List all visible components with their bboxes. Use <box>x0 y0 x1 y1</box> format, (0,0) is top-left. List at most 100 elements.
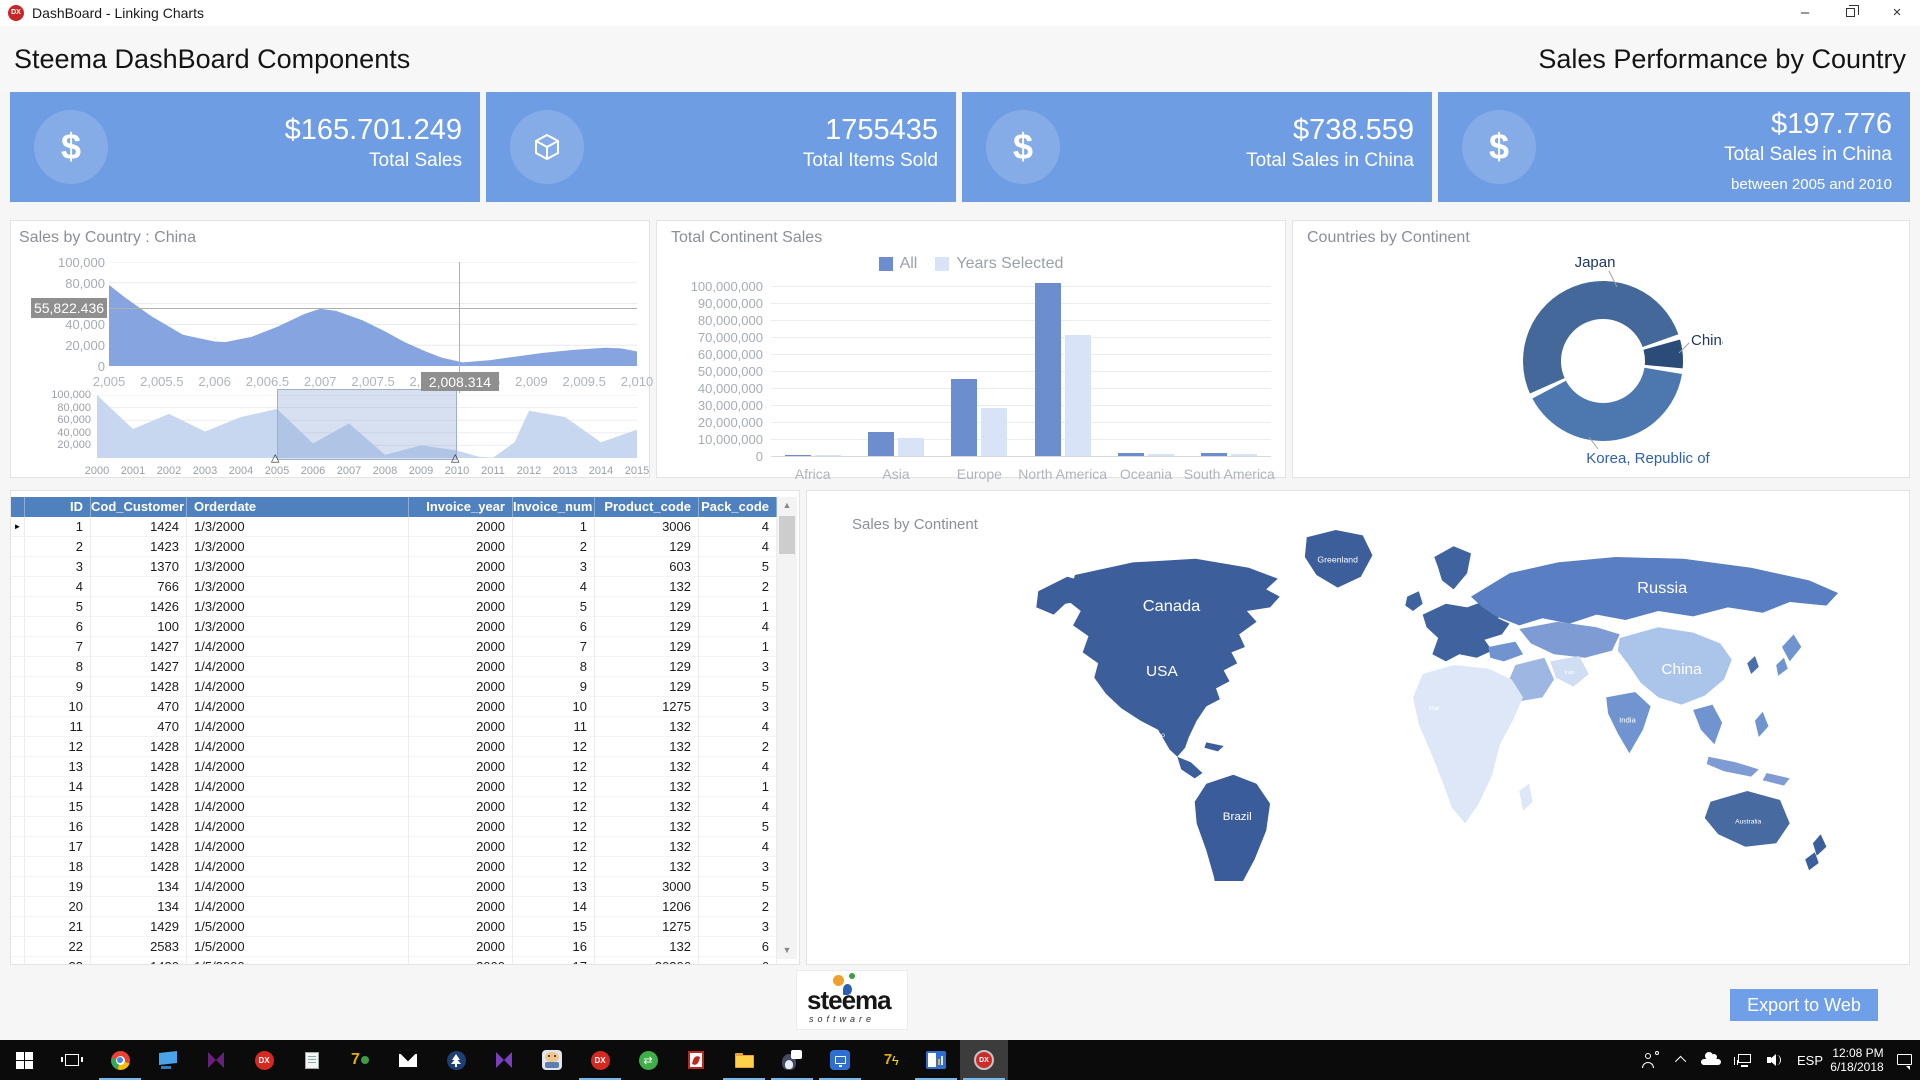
donut-chart[interactable]: Japan China Korea, Republic of <box>1483 241 1723 481</box>
grid-column-header-product_code[interactable]: Product_code <box>595 497 699 517</box>
grid-row-2[interactable]: 2 1423 1/3/2000 2000 2 129 4 <box>11 537 777 557</box>
map-region-eu[interactable] <box>1405 591 1423 611</box>
mail-button[interactable] <box>384 1040 432 1080</box>
grid-row-9[interactable]: 9 1428 1/4/2000 2000 9 129 5 <box>11 677 777 697</box>
task-view-button[interactable] <box>48 1040 96 1080</box>
report-app-button[interactable] <box>912 1040 960 1080</box>
map-region-gl[interactable] <box>1304 530 1373 588</box>
donut-slice-korea-republic-of[interactable] <box>1532 367 1682 441</box>
area-chart[interactable] <box>109 261 637 367</box>
map-region-na[interactable] <box>1177 756 1203 779</box>
grid-row-10[interactable]: 10 470 1/4/2000 2000 10 1275 3 <box>11 697 777 717</box>
map-region-af[interactable] <box>1519 783 1533 811</box>
bar-selected-Europe[interactable] <box>981 408 1008 456</box>
scroll-down-arrow[interactable]: ▼ <box>782 945 792 955</box>
map-region-casia[interactable] <box>1519 621 1620 658</box>
map-region-na[interactable] <box>1812 834 1827 856</box>
grid-column-header-invoice_num[interactable]: Invoice_num <box>513 497 595 517</box>
sync-app-button[interactable]: ⇄ <box>624 1040 672 1080</box>
map-region-in[interactable] <box>1782 634 1802 662</box>
donut-slice-japan[interactable] <box>1523 281 1679 394</box>
volume-tray-button[interactable] <box>1758 1040 1792 1080</box>
bar-all-Africa[interactable] <box>784 454 811 456</box>
panel-total-continent-sales[interactable]: Total Continent Sales All Years Selected… <box>656 220 1286 482</box>
grid-row-1[interactable]: ► 1 1424 1/3/2000 2000 1 3006 4 <box>11 517 777 537</box>
tray-expand-button[interactable] <box>1668 1040 1696 1080</box>
grid-row-19[interactable]: 19 134 1/4/2000 2000 13 3000 5 <box>11 877 777 897</box>
map-region-af[interactable] <box>1413 665 1524 824</box>
remote-app-button[interactable] <box>816 1040 864 1080</box>
bar-selected-South America[interactable] <box>1231 453 1258 456</box>
legend-item-all[interactable]: All <box>878 255 917 273</box>
selection-handle-right[interactable]: △ <box>451 452 460 464</box>
visual-studio-button[interactable] <box>192 1040 240 1080</box>
start-button[interactable] <box>0 1040 48 1080</box>
navigator-chart[interactable] <box>97 394 637 458</box>
world-map[interactable]: Canada USA Mexico Greenland Brazil Russia Chin… <box>1017 521 1867 881</box>
restore-button[interactable] <box>1828 0 1874 26</box>
notepad-button[interactable] <box>288 1040 336 1080</box>
bar-selected-North America[interactable] <box>1064 335 1091 456</box>
bar-all-Asia[interactable] <box>868 432 894 456</box>
sevenzip-button[interactable]: 7 <box>336 1040 384 1080</box>
zip-lightning-button[interactable]: 7 ϟ <box>864 1040 912 1080</box>
grid-row-12[interactable]: 12 1428 1/4/2000 2000 12 132 2 <box>11 737 777 757</box>
map-region-mideast[interactable] <box>1507 657 1555 701</box>
chrome-taskbar-button[interactable] <box>96 1040 144 1080</box>
pidgin-button[interactable] <box>768 1040 816 1080</box>
map-region-in[interactable] <box>1693 704 1723 745</box>
grid-row-7[interactable]: 7 1427 1/4/2000 2000 7 129 1 <box>11 637 777 657</box>
visual-studio-2017-button[interactable] <box>480 1040 528 1080</box>
map-region-ru[interactable] <box>1470 557 1839 626</box>
selection-handle-left[interactable]: △ <box>271 452 280 464</box>
bar-all-Europe[interactable] <box>951 378 978 456</box>
minimize-button[interactable]: – <box>1800 4 1810 21</box>
bar-selected-Africa[interactable] <box>814 455 841 456</box>
grid-column-header-pack_code[interactable]: Pack_code <box>699 497 777 517</box>
grid-column-header-id[interactable]: ID <box>25 497 91 517</box>
grid-column-header-orderdate[interactable]: Orderdate <box>187 497 409 517</box>
map-region-eu[interactable] <box>1434 546 1471 590</box>
map-region-in[interactable] <box>1776 657 1788 676</box>
map-region-cn[interactable] <box>1617 627 1732 705</box>
scroll-up-arrow[interactable]: ▲ <box>782 500 792 510</box>
grid-row-4[interactable]: 4 766 1/3/2000 2000 4 132 2 <box>11 577 777 597</box>
panel-sales-by-continent[interactable]: Sales by Continent <box>806 490 1910 965</box>
grid-column-header-cod_customer[interactable]: Cod_Customer <box>91 497 187 517</box>
map-region-in[interactable] <box>1488 641 1524 662</box>
scroll-thumb[interactable] <box>779 516 795 554</box>
export-to-web-button[interactable]: Export to Web <box>1730 989 1878 1021</box>
navigator-selection[interactable] <box>277 389 457 460</box>
grid-row-21[interactable]: 21 1429 1/5/2000 2000 15 1275 3 <box>11 917 777 937</box>
grid-row-13[interactable]: 13 1428 1/4/2000 2000 12 132 4 <box>11 757 777 777</box>
map-region-in[interactable] <box>1606 692 1651 754</box>
map-region-casia[interactable] <box>1706 756 1759 777</box>
language-indicator[interactable]: ESP <box>1792 1040 1828 1080</box>
file-explorer-button[interactable] <box>720 1040 768 1080</box>
map-region-na[interactable] <box>1067 558 1280 757</box>
grid-row-14[interactable]: 14 1428 1/4/2000 2000 12 132 1 <box>11 777 777 797</box>
grid-row-18[interactable]: 18 1428 1/4/2000 2000 12 132 3 <box>11 857 777 877</box>
map-region-na[interactable] <box>1204 742 1224 752</box>
bar-all-Oceania[interactable] <box>1118 452 1144 456</box>
grid-row-17[interactable]: 17 1428 1/4/2000 2000 12 132 4 <box>11 837 777 857</box>
map-region-in[interactable] <box>1754 711 1769 737</box>
grid-row-20[interactable]: 20 134 1/4/2000 2000 14 1206 2 <box>11 897 777 917</box>
grid-row-5[interactable]: 5 1426 1/3/2000 2000 5 129 1 <box>11 597 777 617</box>
action-center-button[interactable] <box>1888 1040 1920 1080</box>
map-region-casia[interactable] <box>1762 773 1790 786</box>
grid-row-22[interactable]: 22 2583 1/5/2000 2000 16 132 6 <box>11 937 777 957</box>
grid-header-row[interactable]: ID Cod_Customer Orderdate Invoice_year Invoi… <box>11 497 777 517</box>
grid-row-8[interactable]: 8 1427 1/4/2000 2000 8 129 3 <box>11 657 777 677</box>
map-region-sa[interactable] <box>1194 774 1271 881</box>
grid-row-6[interactable]: 6 100 1/3/2000 2000 6 129 4 <box>11 617 777 637</box>
onedrive-tray-button[interactable] <box>1696 1040 1726 1080</box>
devexpress-demo-button[interactable]: DX <box>576 1040 624 1080</box>
grid-scrollbar[interactable]: ▲ ▼ <box>777 497 797 959</box>
remote-desktop-button[interactable] <box>144 1040 192 1080</box>
map-region-eu[interactable] <box>1422 600 1510 662</box>
bar-selected-Oceania[interactable] <box>1148 453 1174 456</box>
people-tray-button[interactable] <box>1632 1040 1666 1080</box>
dashboard-app-taskbar-button[interactable]: DX <box>960 1040 1008 1080</box>
bar-all-North America[interactable] <box>1034 282 1061 456</box>
